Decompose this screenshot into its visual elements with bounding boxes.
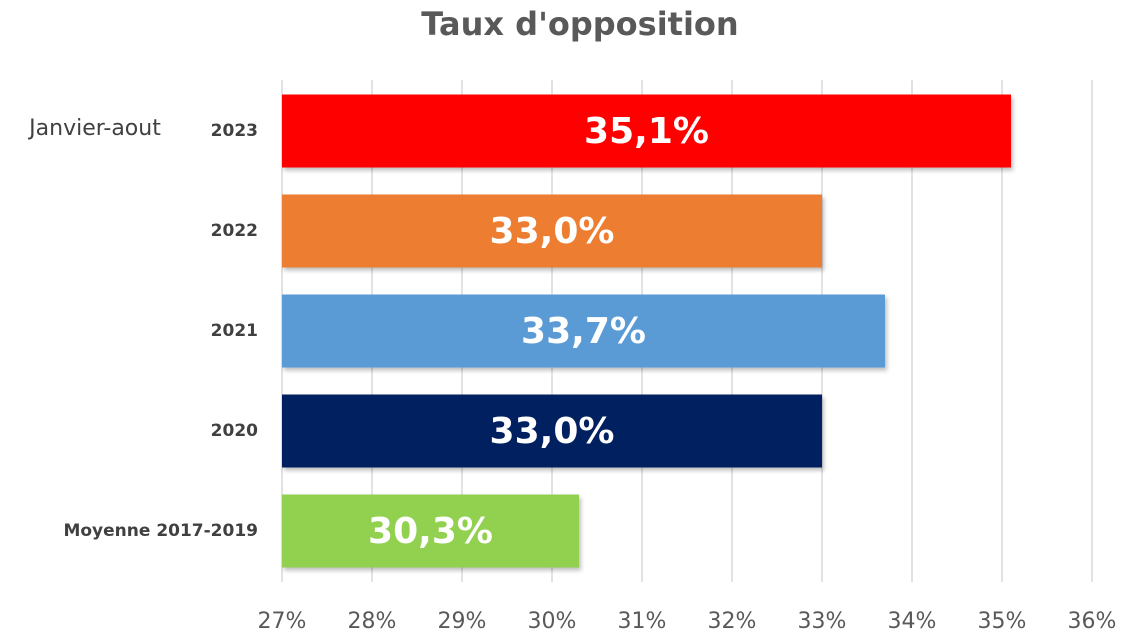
y-tick-label: 2022 bbox=[211, 221, 258, 241]
x-tick-label: 30% bbox=[528, 609, 577, 634]
y-tick-label: Moyenne 2017-2019 bbox=[63, 521, 258, 541]
value-label: 33,0% bbox=[490, 411, 615, 452]
x-tick-label: 32% bbox=[708, 609, 757, 634]
annotation: Janvier-aout bbox=[27, 116, 161, 141]
x-tick-label: 27% bbox=[258, 609, 307, 634]
y-tick-label: 2021 bbox=[211, 321, 258, 341]
y-tick-label: 2020 bbox=[211, 421, 258, 441]
bar bbox=[282, 494, 579, 568]
value-label: 33,0% bbox=[490, 211, 615, 252]
x-tick-label: 35% bbox=[978, 609, 1027, 634]
x-tick-label: 33% bbox=[798, 609, 847, 634]
bar bbox=[282, 94, 1011, 168]
x-tick-label: 28% bbox=[348, 609, 397, 634]
value-label: 33,7% bbox=[521, 311, 646, 352]
chart-title: Taux d'opposition bbox=[421, 5, 738, 43]
x-tick-label: 34% bbox=[888, 609, 937, 634]
x-tick-label: 36% bbox=[1068, 609, 1117, 634]
y-tick-label: 2023 bbox=[211, 121, 258, 141]
value-label: 30,3% bbox=[368, 511, 493, 552]
x-tick-label: 29% bbox=[438, 609, 487, 634]
bar bbox=[282, 394, 822, 468]
bar bbox=[282, 194, 822, 268]
value-label: 35,1% bbox=[584, 111, 709, 152]
x-tick-label: 31% bbox=[618, 609, 667, 634]
bar bbox=[282, 294, 885, 368]
